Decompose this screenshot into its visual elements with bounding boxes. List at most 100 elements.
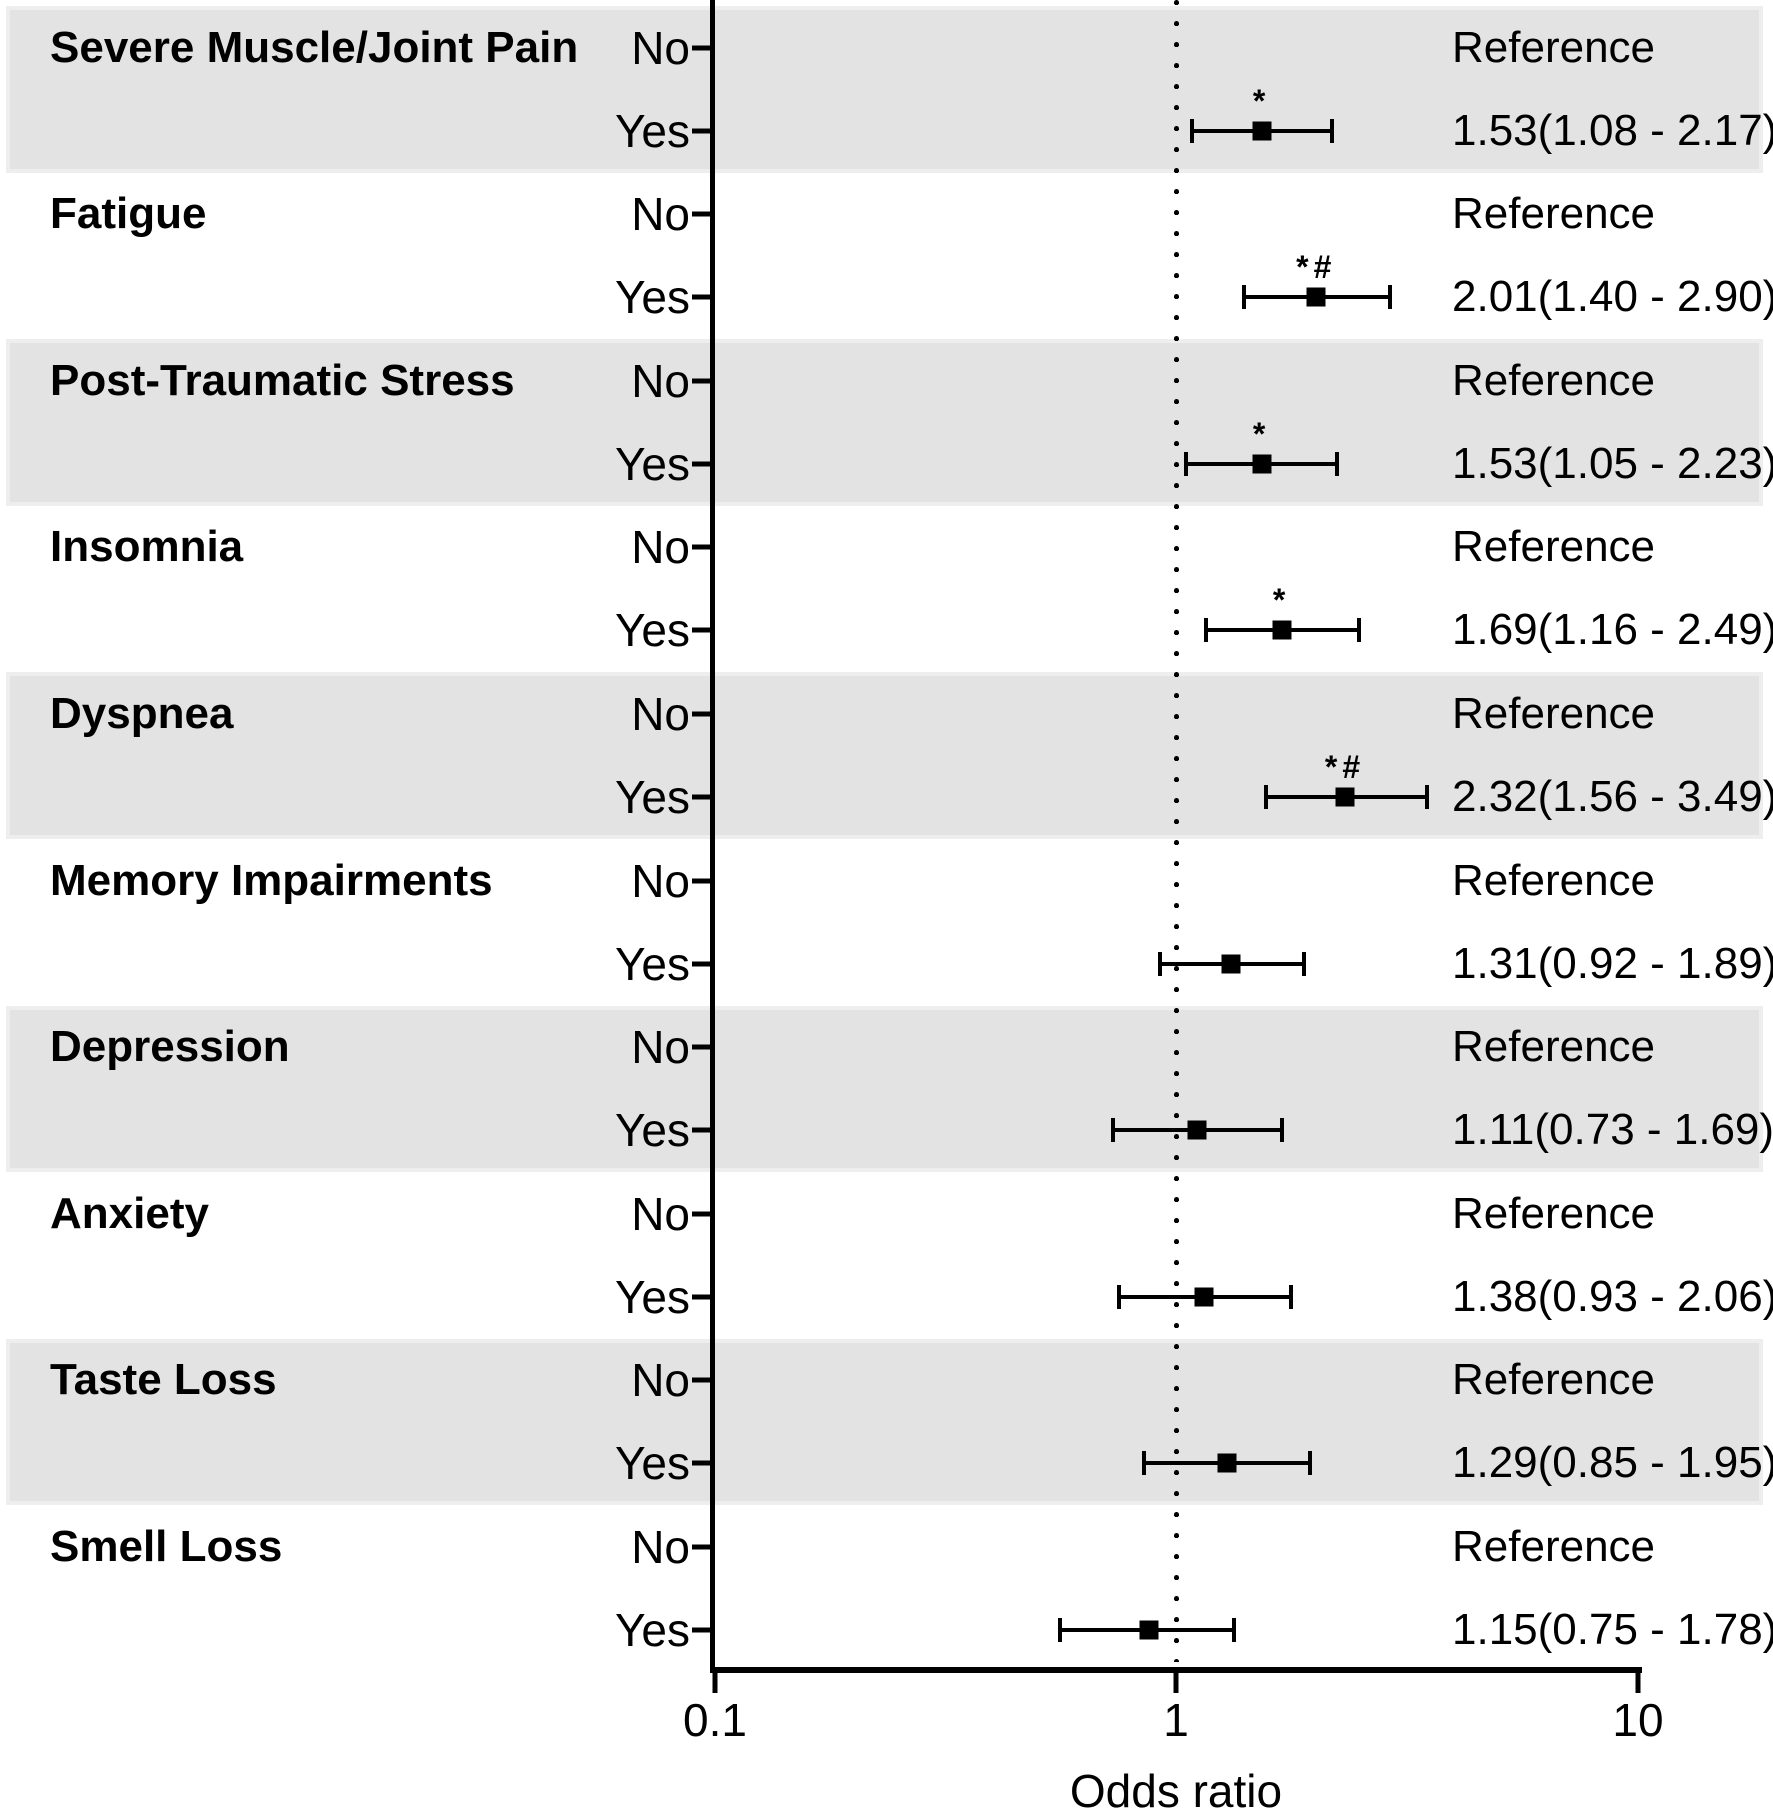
row-level-label: No bbox=[631, 854, 690, 907]
symptom-label: Fatigue bbox=[50, 189, 207, 239]
row-level-label: No bbox=[631, 354, 690, 407]
x-axis-title: Odds ratio bbox=[1069, 1765, 1283, 1815]
row-axis-tick bbox=[692, 794, 710, 800]
or-value-label: 2.01(1.40 - 2.90) bbox=[1452, 272, 1773, 322]
reference-label: Reference bbox=[1452, 855, 1656, 905]
ci-cap-left bbox=[1116, 1284, 1121, 1309]
row-level-label: No bbox=[631, 1187, 690, 1240]
row-axis-tick bbox=[692, 627, 710, 633]
ci-cap-right bbox=[1231, 1617, 1236, 1642]
ci-cap-left bbox=[1263, 784, 1268, 809]
x-tick-label-0.1: 0.1 bbox=[683, 1694, 747, 1746]
group-band bbox=[6, 6, 1763, 173]
row-axis-tick bbox=[692, 878, 710, 883]
row-axis-tick bbox=[692, 1127, 710, 1133]
significance-marker: * bbox=[1272, 582, 1291, 619]
or-value-label: 1.11(0.73 - 1.69) bbox=[1452, 1105, 1773, 1155]
reference-label: Reference bbox=[1452, 522, 1656, 572]
symptom-label: Anxiety bbox=[50, 1188, 209, 1238]
row-level-label: No bbox=[631, 1354, 690, 1407]
ci-cap-right bbox=[1357, 618, 1362, 643]
or-point-marker bbox=[1194, 1287, 1214, 1307]
x-tick-label-10: 10 bbox=[1612, 1694, 1664, 1746]
reference-label: Reference bbox=[1452, 688, 1656, 738]
row-level-label: No bbox=[631, 1021, 690, 1074]
row-level-label: No bbox=[631, 687, 690, 740]
ci-cap-right bbox=[1288, 1284, 1293, 1309]
or-value-label: 1.53(1.08 - 2.17) bbox=[1452, 105, 1773, 155]
x-axis-line bbox=[710, 1667, 1642, 1673]
significance-marker: *# bbox=[1296, 249, 1337, 286]
or-value-label: 1.38(0.93 - 2.06) bbox=[1452, 1271, 1773, 1321]
ci-cap-left bbox=[1111, 1118, 1116, 1143]
row-axis-tick bbox=[692, 1211, 710, 1217]
ci-cap-right bbox=[1308, 1451, 1313, 1476]
significance-marker: * bbox=[1252, 415, 1271, 452]
ci-cap-left bbox=[1157, 951, 1162, 976]
reference-label: Reference bbox=[1452, 189, 1656, 239]
row-axis-tick bbox=[692, 1460, 710, 1466]
or-point-marker bbox=[1217, 1453, 1237, 1473]
reference-label: Reference bbox=[1452, 22, 1656, 72]
row-axis-tick bbox=[692, 128, 710, 133]
symptom-label: Memory Impairments bbox=[50, 855, 493, 905]
ci-cap-left bbox=[1204, 618, 1209, 643]
row-level-label: No bbox=[631, 21, 690, 74]
ci-cap-right bbox=[1424, 784, 1429, 809]
row-axis-tick bbox=[692, 211, 710, 217]
row-level-label: Yes bbox=[614, 1104, 690, 1157]
reference-dotted-line bbox=[1174, 0, 1179, 1662]
x-tick-label-1: 1 bbox=[1163, 1694, 1189, 1746]
or-point-marker bbox=[1335, 787, 1355, 807]
row-level-label: Yes bbox=[614, 604, 690, 657]
or-value-label: 1.29(0.85 - 1.95) bbox=[1452, 1438, 1773, 1488]
reference-label: Reference bbox=[1452, 1022, 1656, 1072]
row-level-label: Yes bbox=[614, 937, 690, 990]
reference-label: Reference bbox=[1452, 1188, 1656, 1238]
row-level-label: No bbox=[631, 521, 690, 574]
row-level-label: Yes bbox=[614, 271, 690, 324]
or-value-label: 1.15(0.75 - 1.78) bbox=[1452, 1604, 1773, 1654]
row-level-label: No bbox=[631, 188, 690, 241]
x-tick-1 bbox=[1173, 1673, 1179, 1693]
group-band bbox=[6, 1338, 1763, 1506]
row-axis-tick bbox=[692, 378, 710, 384]
symptom-label: Depression bbox=[50, 1022, 290, 1072]
y-axis-line bbox=[710, 0, 715, 1670]
or-point-marker bbox=[1221, 954, 1241, 973]
row-axis-tick bbox=[692, 711, 710, 717]
ci-cap-left bbox=[1184, 451, 1189, 476]
ci-cap-left bbox=[1058, 1617, 1063, 1642]
symptom-label: Dyspnea bbox=[50, 688, 234, 738]
row-axis-tick bbox=[692, 1294, 710, 1300]
ci-cap-left bbox=[1189, 118, 1194, 143]
symptom-label: Taste Loss bbox=[50, 1355, 277, 1405]
significance-marker: * bbox=[1252, 82, 1271, 119]
ci-cap-right bbox=[1329, 118, 1334, 143]
row-axis-tick bbox=[692, 961, 710, 966]
symptom-label: Insomnia bbox=[50, 522, 244, 572]
row-axis-tick bbox=[692, 1627, 710, 1633]
symptom-label: Smell Loss bbox=[50, 1521, 283, 1571]
ci-cap-left bbox=[1141, 1451, 1146, 1476]
row-level-label: Yes bbox=[614, 1437, 690, 1490]
group-band bbox=[6, 1005, 1763, 1173]
or-point-marker bbox=[1187, 1120, 1207, 1140]
row-axis-tick bbox=[692, 461, 710, 467]
or-point-marker bbox=[1252, 121, 1272, 140]
row-axis-tick bbox=[692, 544, 710, 550]
row-axis-tick bbox=[692, 1044, 710, 1050]
row-level-label: Yes bbox=[614, 770, 690, 823]
row-axis-tick bbox=[692, 45, 710, 50]
group-band bbox=[6, 339, 1763, 506]
ci-cap-left bbox=[1241, 285, 1246, 310]
x-tick-0.1 bbox=[712, 1673, 718, 1693]
x-tick-10 bbox=[1635, 1673, 1641, 1693]
symptom-label: Severe Muscle/Joint Pain bbox=[50, 22, 579, 72]
row-axis-tick bbox=[692, 1544, 710, 1550]
ci-cap-right bbox=[1335, 451, 1340, 476]
reference-label: Reference bbox=[1452, 355, 1656, 405]
row-level-label: Yes bbox=[614, 1270, 690, 1323]
row-level-label: Yes bbox=[614, 437, 690, 490]
